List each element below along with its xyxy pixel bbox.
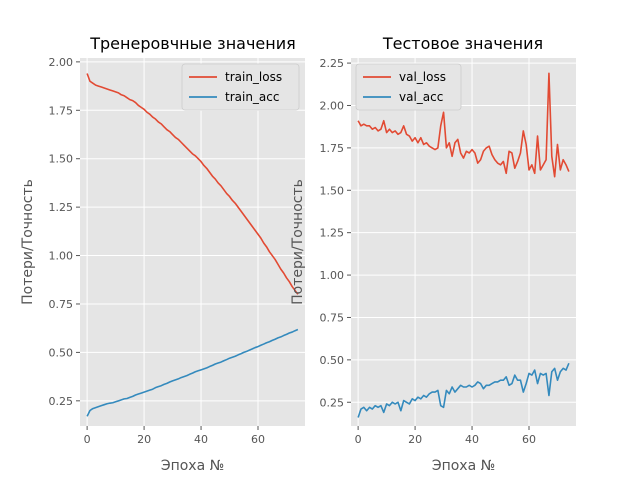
y-tick-label: 2.00 — [320, 99, 345, 112]
y-tick-label: 2.00 — [49, 56, 74, 69]
y-tick-label: 0.25 — [320, 396, 345, 409]
x-tick-label: 0 — [84, 433, 91, 446]
x-tick-label: 60 — [251, 433, 265, 446]
x-axis-label: Эпоха № — [161, 458, 224, 474]
test-chart-panel: 0 20 40 60 0.25 0.50 0.75 1.00 1.25 1.50 1.75 2.00 2… — [290, 34, 576, 474]
legend-entry-label: val_acc — [399, 90, 443, 104]
y-axis-label: Потери/Точность — [290, 179, 306, 305]
y-tick-label: 1.25 — [49, 201, 74, 214]
legend: val_loss val_acc — [355, 63, 462, 111]
train-chart-panel: 0 20 40 60 0.25 0.50 0.75 1.00 1.25 1.50 1.75 2.00 Т… — [20, 34, 305, 474]
y-tick-label: 0.50 — [49, 346, 74, 359]
series-line-val-acc — [357, 362, 570, 418]
plot-area — [351, 58, 576, 426]
legend: train_loss train_acc — [181, 63, 300, 111]
legend-entry-label: val_loss — [399, 70, 446, 84]
y-tick-label: 1.25 — [320, 227, 345, 240]
y-tick-label: 0.75 — [320, 311, 345, 324]
series-line-train-acc — [86, 328, 299, 417]
x-axis-label: Эпоха № — [432, 458, 495, 474]
y-tick-label: 1.50 — [320, 184, 345, 197]
x-tick-label: 20 — [137, 433, 151, 446]
y-tick-label: 1.50 — [49, 153, 74, 166]
x-tick-label: 40 — [465, 433, 479, 446]
series-line-train-loss — [86, 73, 299, 295]
plot-area — [80, 58, 305, 426]
y-tick-label: 0.25 — [49, 395, 74, 408]
y-tick-label: 1.00 — [320, 269, 345, 282]
y-tick-label: 1.00 — [49, 250, 74, 263]
x-tick-label: 40 — [194, 433, 208, 446]
chart-title: Тестовое значения — [382, 34, 543, 53]
legend-entry-label: train_loss — [225, 70, 282, 84]
series-line-val-loss — [357, 72, 570, 178]
legend-box — [355, 63, 462, 111]
y-tick-label: 0.75 — [49, 298, 74, 311]
y-tick-label: 2.25 — [320, 57, 345, 70]
x-tick-label: 20 — [408, 433, 422, 446]
x-tick-label: 60 — [522, 433, 536, 446]
x-tick-label: 0 — [355, 433, 362, 446]
y-tick-label: 1.75 — [49, 104, 74, 117]
y-tick-label: 1.75 — [320, 142, 345, 155]
y-axis-label: Потери/Точность — [20, 179, 36, 305]
y-tick-label: 0.50 — [320, 354, 345, 367]
legend-entry-label: train_acc — [225, 90, 279, 104]
chart-title: Тренеровчные значения — [89, 34, 295, 53]
legend-box — [181, 63, 300, 111]
